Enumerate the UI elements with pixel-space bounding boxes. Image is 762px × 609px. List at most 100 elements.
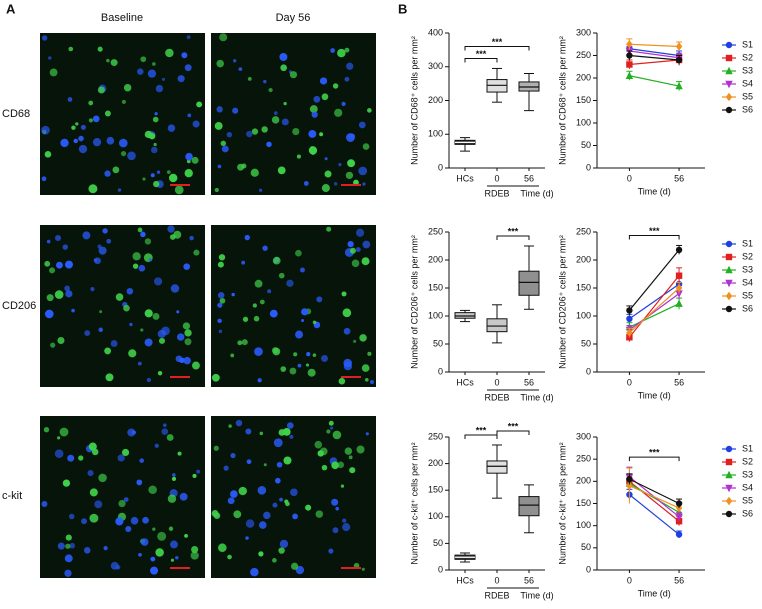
significance-bracket bbox=[496, 430, 530, 435]
legend-label: S5 bbox=[742, 495, 753, 505]
y-tick-label: 400 bbox=[428, 27, 443, 37]
cell-stain bbox=[137, 361, 142, 366]
cell-stain bbox=[241, 339, 248, 346]
y-tick-label: 200 bbox=[576, 254, 591, 264]
significance-label: *** bbox=[649, 226, 660, 236]
cell-stain bbox=[166, 170, 171, 174]
y-tick-label: 100 bbox=[576, 310, 591, 320]
y-tick-label: 0 bbox=[438, 366, 443, 376]
cell-stain bbox=[254, 347, 263, 356]
cell-stain bbox=[191, 156, 199, 164]
cell-stain bbox=[358, 166, 368, 176]
cell-stain bbox=[257, 378, 262, 383]
cell-stain bbox=[305, 363, 310, 367]
cell-stain bbox=[218, 543, 227, 553]
marker bbox=[725, 66, 733, 75]
row-title: c-kit bbox=[2, 490, 22, 502]
marker bbox=[725, 305, 733, 313]
cell-stain bbox=[57, 542, 65, 550]
series-line bbox=[628, 287, 680, 334]
cell-stain bbox=[147, 69, 157, 78]
series-line bbox=[629, 43, 680, 48]
marker bbox=[725, 279, 733, 288]
x-tick-label: HCs bbox=[456, 173, 474, 183]
cell-stain bbox=[137, 227, 143, 233]
cell-stain bbox=[250, 168, 259, 177]
y-tick-label: 200 bbox=[428, 254, 443, 264]
series-line bbox=[629, 48, 680, 57]
legend-label: S1 bbox=[742, 443, 753, 453]
cell-stain bbox=[104, 110, 111, 117]
cell-stain bbox=[268, 87, 273, 93]
cell-stain bbox=[359, 334, 367, 342]
cell-stain bbox=[353, 339, 357, 343]
cell-stain bbox=[312, 320, 317, 325]
cell-stain bbox=[144, 130, 153, 139]
legend-label: S6 bbox=[742, 508, 753, 518]
cell-stain bbox=[275, 477, 281, 484]
micrograph bbox=[211, 416, 376, 578]
cell-stain bbox=[44, 260, 51, 267]
cell-stain bbox=[166, 434, 174, 441]
cell-stain bbox=[150, 173, 155, 178]
cell-stain bbox=[321, 93, 329, 101]
cell-stain bbox=[217, 292, 225, 299]
cell-stain bbox=[276, 461, 283, 468]
cell-stain bbox=[140, 328, 144, 332]
cell-stain bbox=[110, 561, 119, 570]
y-tick-label: 250 bbox=[576, 454, 591, 464]
cell-stain bbox=[348, 160, 353, 165]
x-tick-label: 0 bbox=[494, 173, 499, 183]
legend-label: S3 bbox=[742, 469, 753, 479]
cell-stain bbox=[220, 140, 227, 147]
cell-stain bbox=[289, 367, 297, 375]
cell-stain bbox=[342, 308, 352, 318]
marker bbox=[725, 496, 733, 506]
cell-stain bbox=[57, 436, 61, 440]
cell-stain bbox=[110, 340, 118, 348]
cell-stain bbox=[338, 163, 342, 167]
cell-stain bbox=[184, 338, 192, 346]
y-tick-label: 100 bbox=[428, 129, 443, 139]
cell-stain bbox=[279, 539, 289, 549]
significance-bracket bbox=[464, 45, 530, 51]
cell-stain bbox=[364, 377, 369, 382]
cell-stain bbox=[62, 479, 71, 487]
marker bbox=[725, 41, 733, 49]
cell-stain bbox=[98, 473, 107, 483]
y-tick-label: 0 bbox=[586, 162, 591, 172]
legend-label: S2 bbox=[742, 251, 753, 261]
cell-stain bbox=[148, 258, 152, 262]
marker bbox=[675, 272, 683, 279]
cell-stain bbox=[64, 554, 73, 563]
legend-label: S5 bbox=[742, 91, 753, 101]
legend-label: S6 bbox=[742, 104, 753, 114]
cell-stain bbox=[340, 484, 345, 488]
cell-stain bbox=[369, 379, 375, 385]
cell-stain bbox=[348, 455, 353, 460]
cell-stain bbox=[299, 267, 305, 273]
y-tick-label: 150 bbox=[576, 95, 591, 105]
cell-stain bbox=[97, 46, 103, 52]
cell-stain bbox=[78, 144, 88, 154]
cell-stain bbox=[218, 254, 226, 261]
cell-stain bbox=[156, 170, 161, 174]
y-tick-label: 150 bbox=[428, 282, 443, 292]
cell-stain bbox=[342, 523, 351, 532]
significance-label: *** bbox=[508, 421, 519, 431]
cell-stain bbox=[213, 445, 219, 451]
cell-stain bbox=[92, 138, 102, 147]
marker bbox=[725, 80, 733, 89]
cell-stain bbox=[235, 419, 243, 427]
x-tick-label: HCs bbox=[456, 575, 474, 585]
group-label: RDEB bbox=[484, 188, 509, 198]
marker bbox=[675, 500, 683, 507]
box bbox=[518, 270, 540, 296]
cell-stain bbox=[230, 353, 235, 358]
cell-stain bbox=[362, 240, 371, 249]
significance-label: *** bbox=[492, 37, 503, 47]
cell-stain bbox=[41, 35, 48, 41]
marker bbox=[626, 481, 633, 490]
marker bbox=[675, 283, 683, 293]
cell-stain bbox=[217, 261, 224, 268]
